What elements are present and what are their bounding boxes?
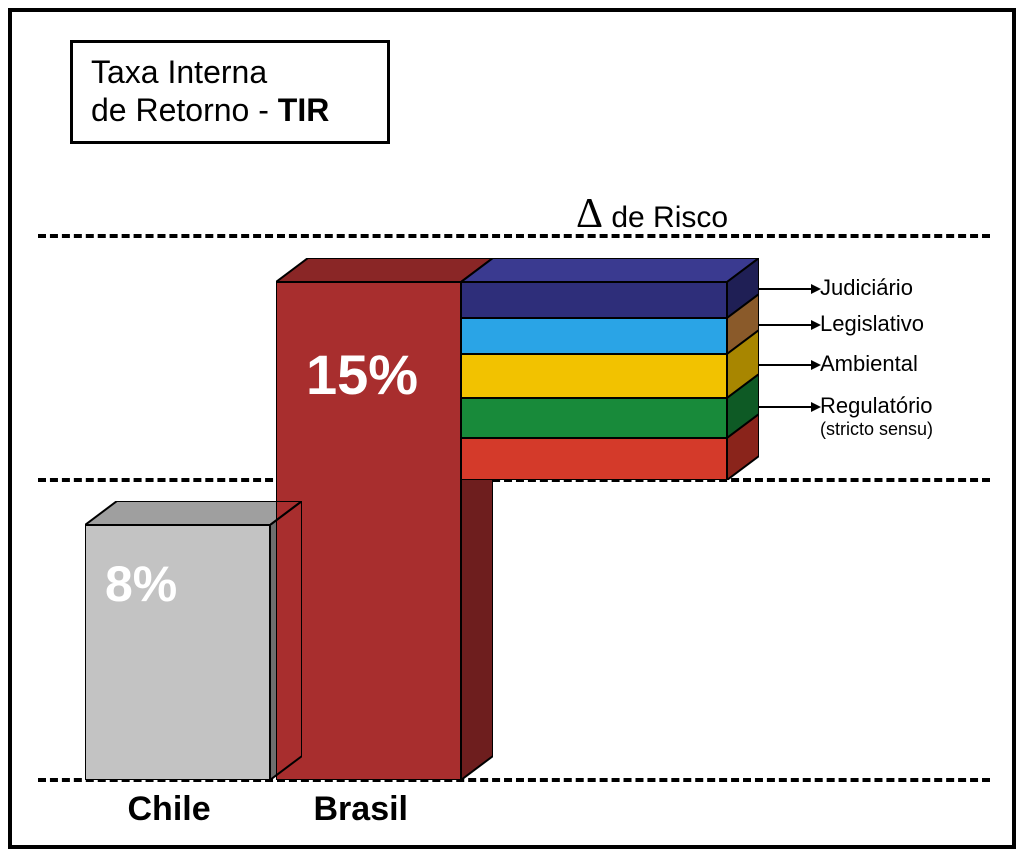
arrow-judiciario (759, 288, 811, 290)
risk-header: Δ de Risco (576, 190, 728, 238)
arrow-legislativo (759, 324, 811, 326)
title-line-1: Taxa Interna (91, 53, 369, 91)
title-line-2-prefix: de Retorno - (91, 92, 278, 128)
bar-chile-label: Chile (128, 790, 211, 829)
risk-label-legislativo: Legislativo (820, 311, 924, 337)
risk-label-ambiental: Ambiental (820, 351, 918, 377)
risk-sublabel-regulatorio: (stricto sensu) (820, 419, 933, 440)
risk-header-text: de Risco (603, 201, 728, 234)
risk-label-judiciario: Judiciário (820, 275, 913, 301)
title-line-2-bold: TIR (278, 92, 330, 128)
bar-brasil-label: Brasil (314, 790, 409, 829)
title-box: Taxa Interna de Retorno - TIR (70, 40, 390, 144)
risk-label-regulatorio: Regulatório (820, 393, 933, 419)
arrow-ambiental (759, 364, 811, 366)
ref-line-top (38, 234, 990, 238)
arrow-regulatorio (759, 406, 811, 408)
delta-icon: Δ (576, 191, 603, 237)
title-line-2: de Retorno - TIR (91, 91, 369, 129)
